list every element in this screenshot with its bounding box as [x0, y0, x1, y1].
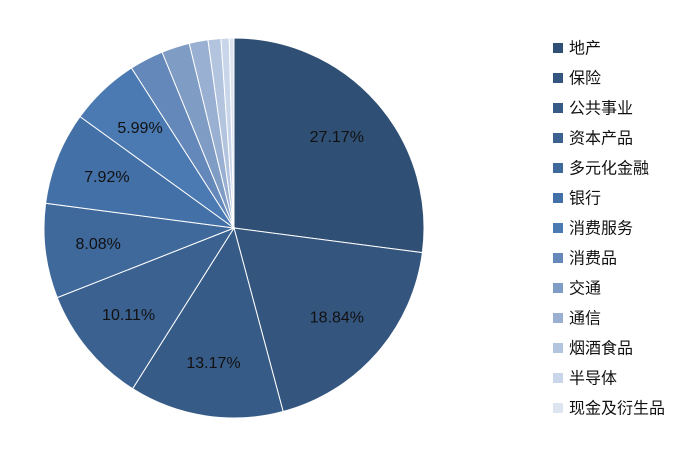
legend-label: 消费服务 [569, 219, 633, 238]
pie-slice-2 [131, 226, 284, 419]
pie-slice-12 [228, 37, 235, 229]
legend-swatch [553, 43, 563, 53]
slice-data-label: 13.17% [186, 355, 240, 372]
pie-slice-5 [45, 115, 235, 229]
legend-label: 地产 [569, 39, 601, 58]
legend: 地产保险公共事业资本产品多元化金融银行消费服务消费品交通通信烟酒食品半导体现金及… [553, 39, 665, 418]
pie-slice-labels: 27.17% 18.84% 13.17% 10.11% 8.08% 7.92% 5.99% [76, 120, 365, 372]
legend-label: 烟酒食品 [569, 339, 633, 358]
legend-swatch [553, 73, 563, 83]
legend-swatch [553, 103, 563, 113]
legend-item: 交通 [553, 279, 601, 298]
legend-swatch [553, 283, 563, 293]
legend-label: 现金及衍生品 [569, 399, 665, 418]
legend-swatch [553, 343, 563, 353]
legend-item: 地产 [553, 39, 601, 58]
legend-label: 保险 [569, 69, 601, 88]
legend-item: 半导体 [553, 369, 617, 388]
legend-label: 多元化金融 [569, 159, 649, 178]
legend-swatch [553, 253, 563, 263]
legend-swatch [553, 373, 563, 383]
pie-slices [43, 37, 425, 419]
legend-swatch [553, 223, 563, 233]
pie-slice-3 [56, 226, 236, 390]
legend-item: 现金及衍生品 [553, 399, 665, 418]
legend-item: 银行 [553, 189, 601, 208]
legend-label: 公共事业 [569, 99, 633, 118]
legend-label: 通信 [569, 309, 601, 328]
legend-item: 公共事业 [553, 99, 633, 118]
legend-item: 消费服务 [553, 219, 633, 238]
slice-data-label: 10.11% [102, 307, 155, 324]
slice-data-label: 27.17% [310, 129, 364, 146]
legend-item: 多元化金融 [553, 159, 649, 178]
legend-swatch [553, 163, 563, 173]
legend-swatch [553, 403, 563, 413]
legend-swatch [553, 133, 563, 143]
slice-data-label: 8.08% [76, 236, 121, 253]
legend-item: 消费品 [553, 249, 617, 268]
legend-item: 保险 [553, 69, 601, 88]
slice-data-label: 7.92% [84, 169, 129, 186]
slice-data-label: 18.84% [310, 310, 364, 327]
legend-label: 消费品 [569, 249, 617, 268]
legend-label: 半导体 [569, 369, 617, 388]
legend-swatch [553, 193, 563, 203]
legend-item: 烟酒食品 [553, 339, 633, 358]
legend-item: 资本产品 [553, 129, 633, 148]
legend-label: 银行 [569, 189, 601, 208]
pie-slice-0 [233, 37, 425, 254]
slice-data-label: 5.99% [117, 120, 162, 137]
legend-swatch [553, 313, 563, 323]
pie-slice-1 [233, 227, 423, 413]
legend-label: 交通 [569, 279, 601, 298]
pie-slice-4 [43, 202, 236, 299]
legend-item: 通信 [553, 309, 601, 328]
legend-label: 资本产品 [569, 129, 633, 148]
